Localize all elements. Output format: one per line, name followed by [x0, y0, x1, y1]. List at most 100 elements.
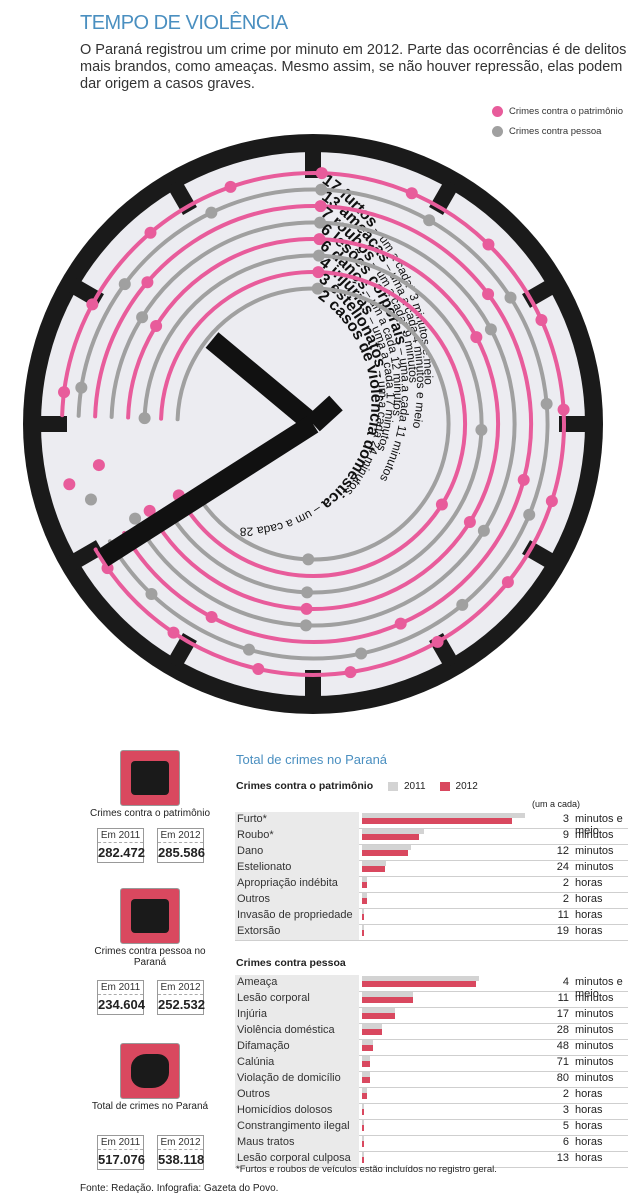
legend-2011-label: 2011	[404, 781, 426, 792]
row-label: Injúria	[237, 1008, 267, 1020]
incident-dot	[129, 512, 142, 525]
row-label: Estelionato	[237, 861, 292, 873]
ring-arc	[142, 253, 484, 595]
row-label: Violação de domicílio	[237, 1072, 341, 1084]
row-rate-number: 80	[556, 1072, 569, 1084]
table-row: Constrangimento ilegal 5 horas	[235, 1119, 628, 1136]
row-label: Ameaça	[237, 976, 278, 988]
bar-2011	[362, 1088, 367, 1093]
year-value: 517.076	[98, 1152, 145, 1167]
row-rate-unit: horas	[575, 1120, 603, 1132]
row-rate-number: 3	[562, 813, 569, 825]
panel-label: Crimes contra pessoa no Paraná	[94, 946, 206, 968]
table-row: Apropriação indébita 2 horas	[235, 876, 628, 893]
bar-2011	[362, 1104, 364, 1109]
row-label: Maus tratos	[237, 1136, 295, 1148]
row-label: Lesão corporal	[237, 992, 310, 1004]
incident-dot	[535, 314, 548, 327]
row-rate-unit: minutos	[575, 1040, 614, 1052]
row-rate-unit: minutos	[575, 861, 614, 873]
label-bg	[235, 1007, 359, 1023]
bar-2012	[362, 866, 385, 872]
label-bg	[235, 1023, 359, 1039]
incident-dot	[504, 291, 517, 304]
parana-map-icon	[120, 1043, 180, 1099]
incident-dot	[75, 381, 88, 394]
bar-2012	[362, 1109, 364, 1115]
footer-credit: Fonte: Redação. Infografia: Gazeta do Po…	[80, 1183, 279, 1194]
incident-dot	[167, 626, 180, 639]
table-row: Furto* 3 minutos e meio	[235, 812, 628, 837]
table-row: Outros 2 horas	[235, 892, 628, 909]
incident-dot	[143, 504, 156, 517]
legend-pessoa: Crimes contra pessoa	[492, 126, 601, 137]
icon-silhouette	[131, 761, 169, 795]
row-label: Difamação	[237, 1040, 290, 1052]
label-bg	[235, 1071, 359, 1087]
year-label: Em 2012	[158, 981, 203, 995]
label-bg	[235, 1135, 359, 1151]
incident-dot	[313, 233, 326, 246]
row-rate-number: 2	[562, 1088, 569, 1100]
year-box: Em 2012 285.586	[157, 828, 205, 863]
row-rate-unit: minutos e meio	[575, 976, 623, 1000]
incident-dot	[315, 167, 328, 180]
table-row: Calúnia 71 minutos	[235, 1055, 628, 1072]
row-rate-unit: minutos	[575, 1056, 614, 1068]
label-bg	[235, 860, 359, 876]
incident-dot	[118, 278, 131, 291]
incident-dot	[101, 562, 114, 575]
panel-label: Crimes contra o patrimônio	[89, 808, 211, 819]
incident-dot	[344, 666, 357, 679]
incident-dot	[86, 298, 99, 311]
table-row: Difamação 48 minutos	[235, 1039, 628, 1056]
row-label: Violência doméstica	[237, 1024, 335, 1036]
table-row: Lesão corporal 11 minutos	[235, 991, 628, 1008]
label-bg	[235, 812, 359, 828]
ring-arc	[60, 171, 566, 677]
bar-2011	[362, 992, 413, 997]
incident-dot	[523, 508, 536, 521]
table-title: Total de crimes no Paraná	[236, 752, 388, 767]
row-rate-number: 3	[562, 1104, 569, 1116]
incident-dot	[463, 516, 476, 529]
incident-dot	[470, 331, 483, 344]
row-label: Outros	[237, 893, 271, 905]
row-label: Extorsão	[237, 925, 281, 937]
incident-dot	[205, 206, 218, 219]
row-rate-unit: minutos	[575, 845, 614, 857]
table-row: Outros 2 horas	[235, 1087, 628, 1104]
table-row: Injúria 17 minutos	[235, 1007, 628, 1024]
bar-2012	[362, 914, 364, 920]
row-rate-unit: horas	[575, 1136, 603, 1148]
year-value: 282.472	[98, 845, 145, 860]
incident-dot	[477, 524, 490, 537]
bar-2012	[362, 834, 420, 840]
page-title: TEMPO DE VIOLÊNCIA	[80, 12, 288, 34]
row-rate-unit: minutos	[575, 1024, 614, 1036]
incident-dot	[423, 214, 436, 227]
row-rate-number: 28	[556, 1024, 569, 1036]
incident-dot	[484, 323, 497, 336]
bar-2011	[362, 1024, 382, 1029]
row-rate-unit: horas	[575, 909, 603, 921]
incident-dot	[405, 187, 418, 200]
year-value: 285.586	[158, 845, 205, 860]
panel-label: Total de crimes no Paraná	[91, 1101, 209, 1112]
bar-2011	[362, 1008, 395, 1013]
incident-dot	[475, 423, 488, 436]
bar-2011	[362, 1136, 364, 1141]
year-label: Em 2012	[158, 1136, 203, 1150]
row-label: Homicídios dolosos	[237, 1104, 333, 1116]
incident-dot	[314, 200, 327, 213]
incident-dot	[141, 276, 154, 289]
incident-dot	[63, 478, 76, 491]
incident-dot	[252, 662, 265, 675]
group-title-patrimonio: Crimes contra o patrimônio	[236, 780, 374, 792]
year-value: 234.604	[98, 997, 145, 1012]
row-label: Outros	[237, 1088, 271, 1100]
row-label: Roubo*	[237, 829, 274, 841]
bar-2012	[362, 1125, 364, 1131]
incident-dot	[311, 282, 324, 295]
row-rate-unit: horas	[575, 1088, 603, 1100]
